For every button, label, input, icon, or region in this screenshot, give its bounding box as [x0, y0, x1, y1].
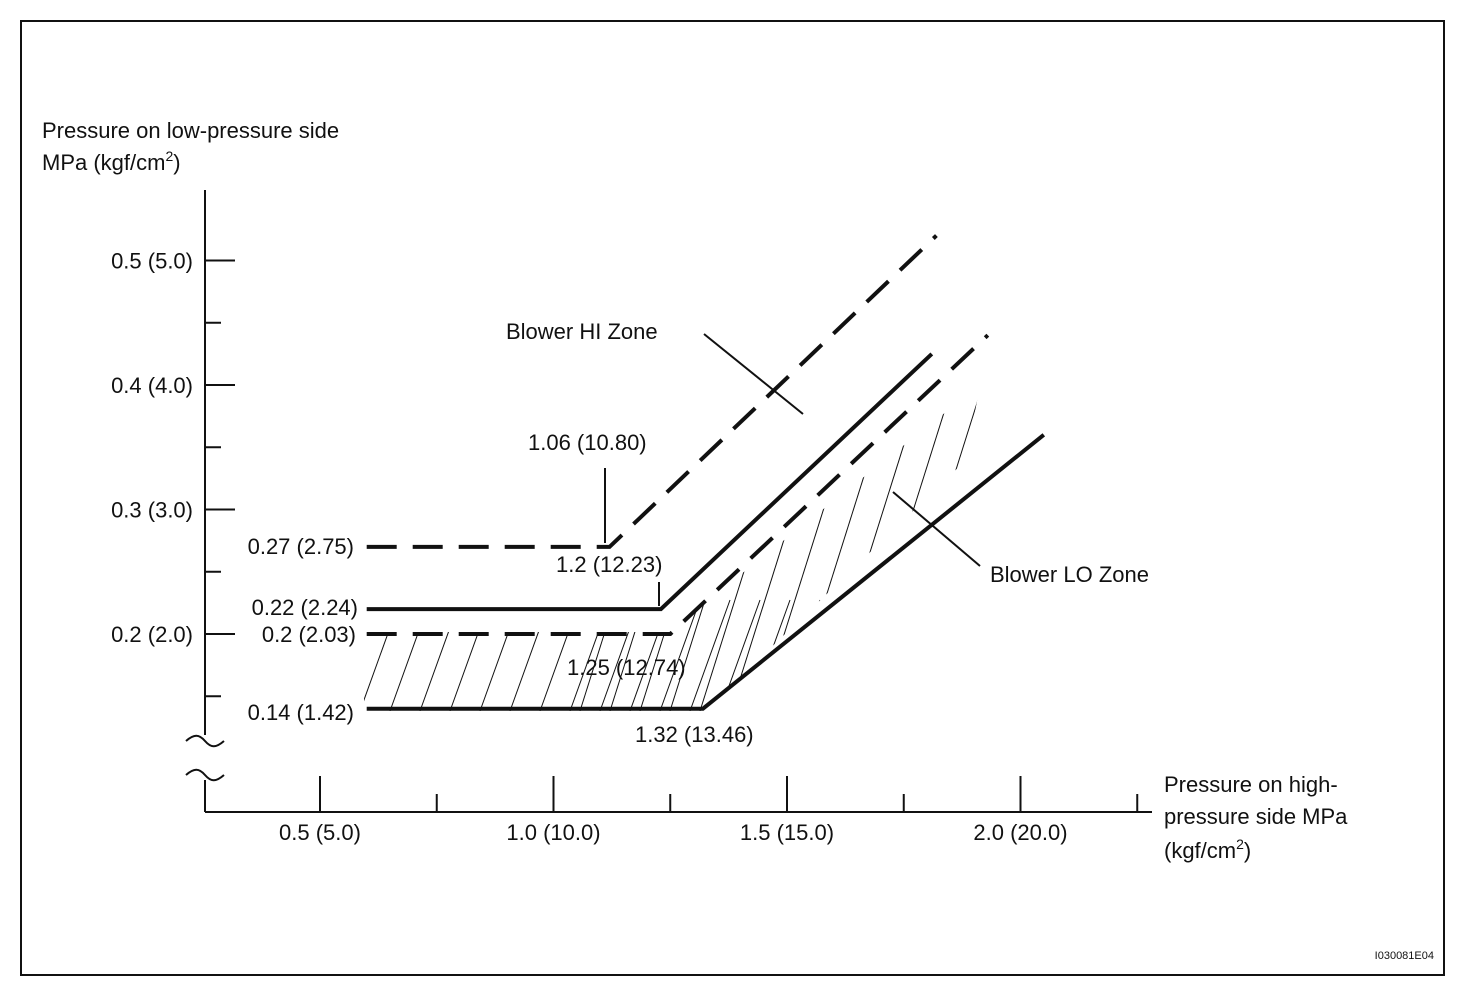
hatch-line — [719, 599, 761, 711]
x-tick-label: 0.5 (5.0) — [279, 820, 361, 845]
hatch-line — [659, 599, 701, 711]
annotation-0-22: 0.22 (2.24) — [252, 595, 358, 620]
zone-label-blower-hi: Blower HI Zone — [506, 319, 658, 344]
hatch-line — [609, 385, 731, 711]
hatch-line — [449, 599, 491, 711]
zone-leader-blower-hi — [703, 333, 804, 415]
hatch-line — [899, 599, 941, 711]
zone-leader-blower-lo — [892, 491, 981, 567]
hatch-line — [364, 599, 401, 711]
y-axis-unit: MPa (kgf/cm2) — [42, 148, 181, 175]
series-line-3 — [366, 433, 1046, 711]
hatch-line — [990, 600, 1030, 711]
lo-zone-hatching — [364, 385, 1030, 711]
annotation-1-06: 1.06 (10.80) — [528, 430, 647, 455]
y-axis-title: Pressure on low-pressure side — [42, 118, 339, 143]
hatch-line — [839, 599, 881, 711]
hatch-line — [849, 385, 971, 711]
annotation-1-25: 1.25 (12.74) — [567, 655, 686, 680]
y-tick-label: 0.2 (2.0) — [111, 622, 193, 647]
y-tick-label: 0.4 (4.0) — [111, 373, 193, 398]
series-line-0 — [366, 234, 938, 549]
y-tick-label: 0.5 (5.0) — [111, 249, 193, 274]
series-line-2 — [366, 333, 990, 636]
figure-border — [20, 20, 1445, 976]
figure-code: I030081E04 — [1375, 950, 1434, 962]
y-tick-label: 0.3 (3.0) — [111, 498, 193, 523]
x-tick-label: 2.0 (20.0) — [973, 820, 1067, 845]
zone-label-blower-lo: Blower LO Zone — [990, 562, 1149, 587]
x-axis-unit: (kgf/cm2) — [1164, 836, 1251, 863]
annotation-0-27: 0.27 (2.75) — [248, 534, 354, 559]
hatch-line — [509, 599, 551, 711]
hatch-line — [639, 385, 761, 711]
hatch-line — [869, 599, 911, 711]
annotation-1-32: 1.32 (13.46) — [635, 722, 754, 747]
hatch-line — [479, 599, 521, 711]
hatch-line — [389, 599, 431, 711]
annotation-1-2: 1.2 (12.23) — [556, 552, 662, 577]
hatch-line — [939, 385, 980, 711]
series-line-1 — [366, 352, 934, 612]
hatch-line — [819, 385, 941, 711]
x-axis-title-line1: Pressure on high- — [1164, 772, 1338, 797]
x-tick-label: 1.5 (15.0) — [740, 820, 834, 845]
hatch-line — [419, 599, 461, 711]
axis-break-symbol — [185, 768, 225, 782]
hatch-line — [959, 599, 980, 711]
hatch-line — [699, 385, 821, 711]
annotation-0-2: 0.2 (2.03) — [262, 622, 356, 647]
x-axis-title-line2: pressure side MPa — [1164, 804, 1348, 829]
annotation-0-14: 0.14 (1.42) — [248, 700, 354, 725]
x-tick-label: 1.0 (10.0) — [506, 820, 600, 845]
hatch-line — [929, 599, 971, 711]
hatch-line — [789, 385, 911, 711]
hatch-line — [689, 599, 731, 711]
hatch-line — [779, 599, 821, 711]
axis-break-symbol — [185, 734, 225, 748]
